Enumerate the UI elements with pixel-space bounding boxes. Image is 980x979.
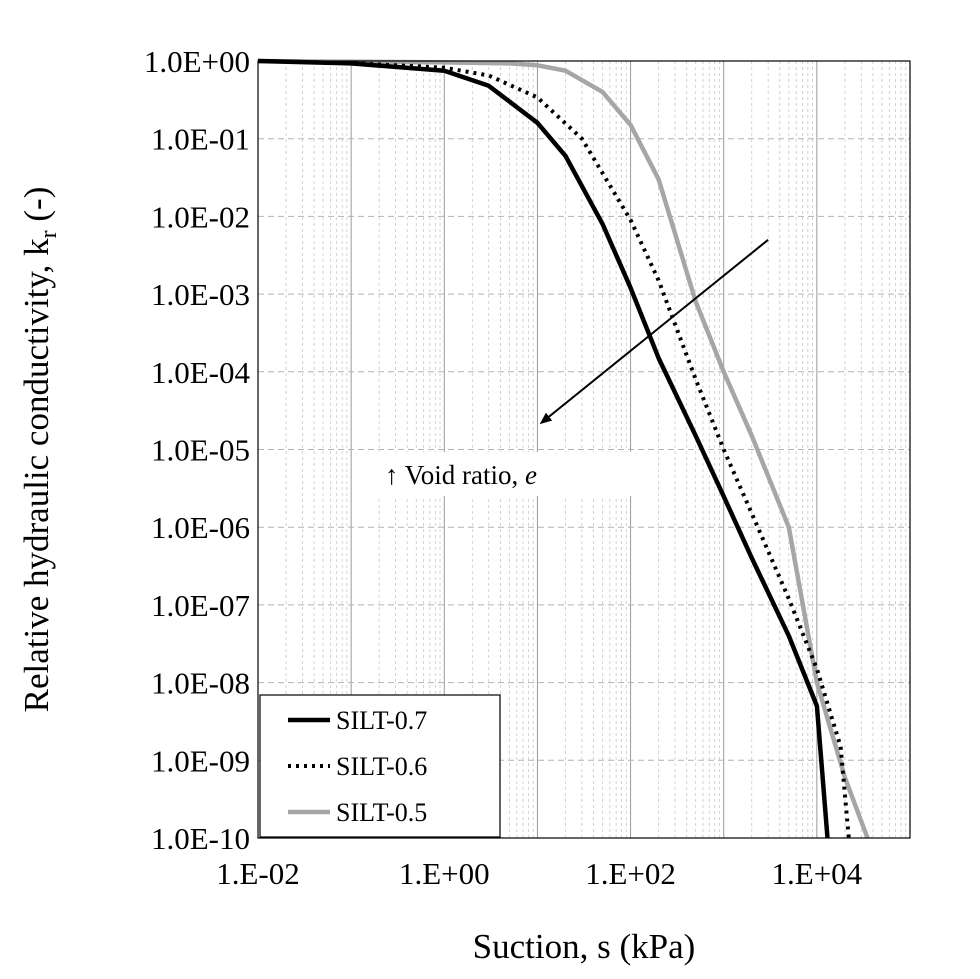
- x-tick-label: 1.E+00: [399, 856, 490, 891]
- series-line-silt-0.6: [257, 59, 851, 839]
- annotation-text-italic: e: [525, 460, 537, 490]
- y-tick-label: 1.0E-06: [151, 510, 250, 545]
- y-tick-label: 1.0E-09: [151, 743, 250, 778]
- legend: SILT-0.7 SILT-0.6 SILT-0.5: [259, 694, 501, 838]
- annotation-box: [378, 452, 656, 496]
- y-tick-label: 1.0E-07: [151, 588, 250, 623]
- y-tick-label: 1.0E-03: [151, 277, 250, 312]
- y-tick-label: 1.0E-10: [151, 821, 250, 856]
- y-tick-label: 1.0E-02: [151, 199, 250, 234]
- legend-label: SILT-0.5: [336, 798, 427, 827]
- x-tick-label: 1.E-02: [216, 856, 300, 891]
- annotation-text-prefix: ↑ Void ratio,: [385, 460, 525, 490]
- y-axis-title-subscript: r: [36, 230, 62, 238]
- y-axis-title-suffix: (-): [17, 187, 56, 231]
- x-tick-label: 1.E+02: [585, 856, 676, 891]
- y-axis-title: Relative hydraulic conductivity, kr (-): [17, 187, 62, 713]
- annotation-arrow: [539, 239, 769, 425]
- series-layer: [257, 58, 870, 839]
- series-line-silt-0.5: [257, 58, 870, 839]
- y-tick-label: 1.0E+00: [144, 44, 250, 79]
- annotation-text: ↑ Void ratio, e: [385, 460, 537, 490]
- y-tick-label: 1.0E-01: [151, 122, 250, 157]
- y-axis-title-main: Relative hydraulic conductivity, k: [17, 238, 56, 712]
- x-tick-label: 1.E+04: [772, 856, 863, 891]
- y-tick-label: 1.0E-05: [151, 433, 250, 468]
- plot-area-frame: [257, 60, 911, 839]
- legend-label: SILT-0.6: [336, 752, 427, 781]
- x-tick-labels: 1.E-02 1.E+00 1.E+02 1.E+04: [216, 856, 862, 891]
- x-axis-title: Suction, s (kPa): [473, 927, 696, 966]
- series-line-silt-0.7: [257, 58, 830, 839]
- y-tick-labels: 1.0E+00 1.0E-01 1.0E-02 1.0E-03 1.0E-04 1.0E-…: [144, 44, 251, 856]
- legend-label: SILT-0.7: [336, 706, 427, 735]
- y-tick-label: 1.0E-08: [151, 666, 250, 701]
- y-tick-label: 1.0E-04: [151, 355, 251, 390]
- void-ratio-annotation: ↑ Void ratio, e: [378, 239, 769, 496]
